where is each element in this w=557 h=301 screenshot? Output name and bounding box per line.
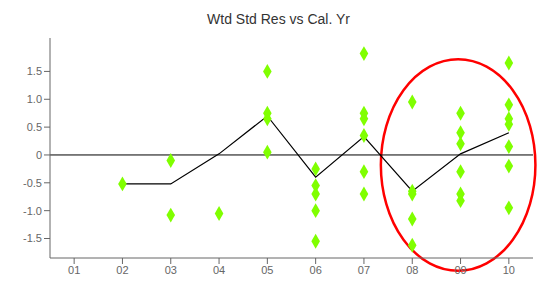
html-text:Wtd Std Res vs Cal. Yr: Wtd Std Res vs Cal. Yr (207, 11, 350, 27)
svg-text:04: 04 (213, 264, 225, 276)
svg-text:10: 10 (503, 264, 515, 276)
svg-text:-1.5: -1.5 (23, 232, 42, 244)
svg-text:06: 06 (310, 264, 322, 276)
svg-text:-0.5: -0.5 (23, 177, 42, 189)
svg-text:0: 0 (36, 149, 42, 161)
svg-text:09: 09 (454, 264, 466, 276)
svg-text:08: 08 (406, 264, 418, 276)
svg-text:02: 02 (116, 264, 128, 276)
svg-text:1.5: 1.5 (27, 65, 42, 77)
svg-text:1.0: 1.0 (27, 93, 42, 105)
svg-text:05: 05 (261, 264, 273, 276)
svg-text:-1.0: -1.0 (23, 205, 42, 217)
svg-text:0.5: 0.5 (27, 121, 42, 133)
svg-text:03: 03 (165, 264, 177, 276)
svg-text:07: 07 (358, 264, 370, 276)
svg-text:01: 01 (68, 264, 80, 276)
